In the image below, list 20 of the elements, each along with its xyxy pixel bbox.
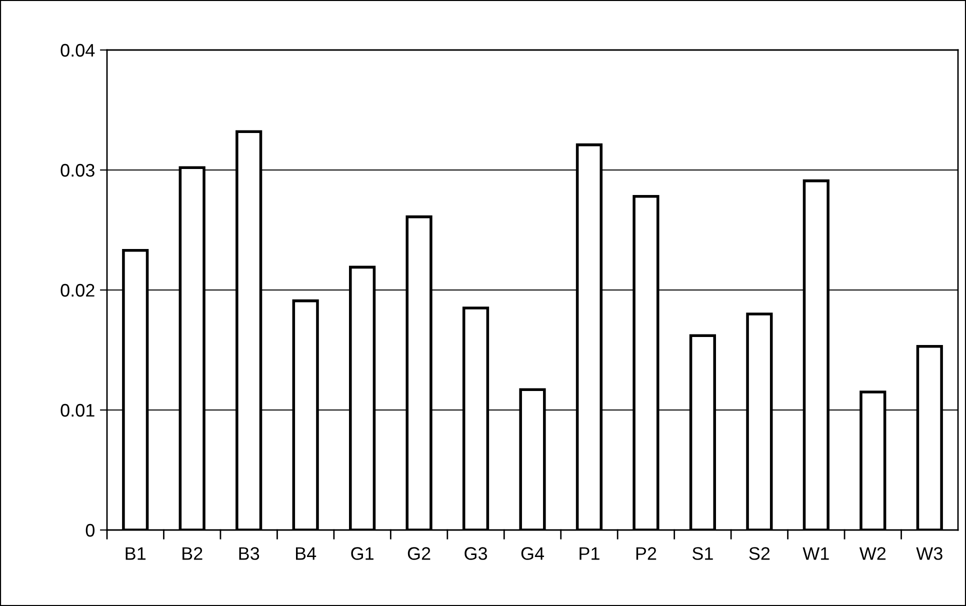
- x-tick-label: P2: [636, 547, 656, 560]
- x-tick-label: P1: [580, 547, 600, 560]
- x-tick-label: B3: [239, 547, 260, 560]
- x-tick-label: G2: [408, 547, 430, 560]
- y-tick-label: 0: [86, 524, 94, 537]
- x-tick-label: W1: [802, 547, 829, 560]
- x-tick-label: B1: [126, 547, 146, 560]
- x-tick-label: B2: [182, 547, 202, 560]
- x-tick-label: G3: [464, 547, 488, 560]
- x-tick-label: S1: [692, 547, 713, 560]
- y-tick-label: 0.01: [60, 404, 94, 417]
- x-tick-label: S2: [749, 547, 770, 560]
- y-tick-label: 0.04: [60, 44, 95, 57]
- y-tick-label: 0.03: [60, 164, 94, 177]
- x-tick-label: W3: [916, 547, 942, 560]
- x-tick-label: G1: [351, 547, 374, 560]
- x-tick-label: B4: [296, 547, 316, 560]
- x-tick-label: G4: [521, 547, 544, 560]
- x-tick-label: W2: [859, 547, 886, 560]
- y-tick-label: 0.02: [60, 284, 94, 297]
